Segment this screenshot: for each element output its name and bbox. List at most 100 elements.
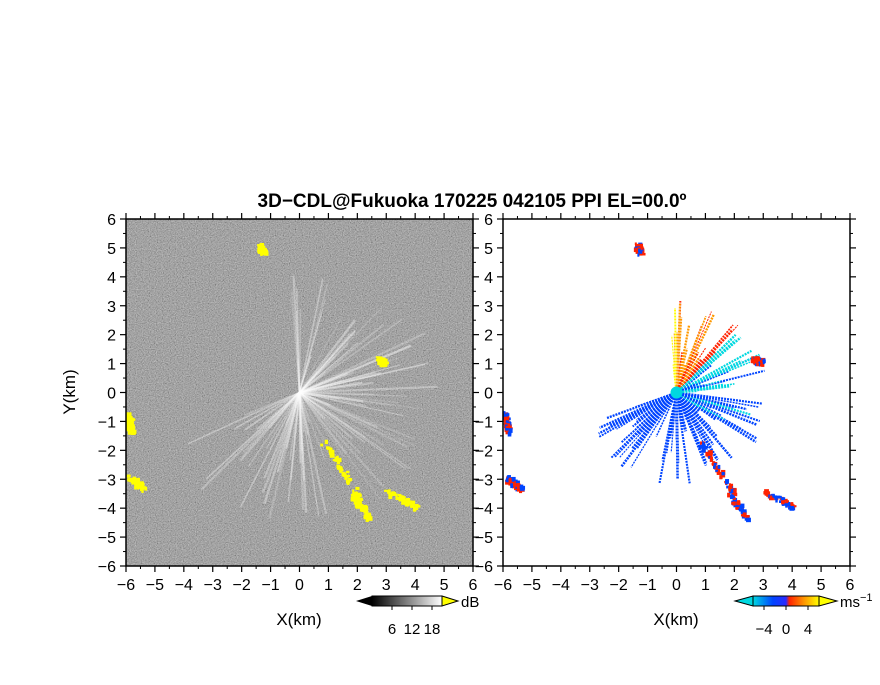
left-y-axis-label: Y(km) bbox=[60, 369, 79, 414]
velocity-unit-base: ms bbox=[840, 594, 860, 611]
echo-pixel bbox=[415, 504, 419, 507]
x-tick-label: −4 bbox=[175, 577, 193, 594]
x-tick-label: 2 bbox=[730, 577, 739, 594]
velocity-echo-pixel bbox=[729, 487, 731, 492]
right-x-axis-label: X(km) bbox=[653, 610, 698, 629]
db-colorbar-unit: dB bbox=[461, 594, 479, 611]
velocity-echo-pixel bbox=[514, 483, 517, 486]
velocity-colorbar-unit: ms−1 bbox=[840, 592, 873, 611]
x-tick-label: 5 bbox=[817, 577, 826, 594]
x-tick-label: −4 bbox=[552, 577, 570, 594]
y-tick-label: 3 bbox=[107, 299, 116, 316]
y-tick-label: 0 bbox=[107, 386, 116, 403]
y-tick-label: −1 bbox=[98, 414, 116, 431]
velocity-echo-pixel bbox=[505, 480, 507, 482]
velocity-echo-pixel bbox=[754, 356, 758, 360]
y-tick-label: 2 bbox=[107, 328, 116, 345]
echo-pixel bbox=[353, 494, 356, 497]
velocity-echo-pixel bbox=[733, 489, 736, 492]
velocity-echo-pixel bbox=[712, 463, 714, 465]
x-tick-label: 3 bbox=[759, 577, 768, 594]
velocity-echo-pixel bbox=[506, 420, 509, 422]
x-tick-label: −3 bbox=[204, 577, 222, 594]
velocity-unit-exponent: −1 bbox=[860, 592, 873, 604]
velocity-echo-pixel bbox=[775, 496, 780, 499]
velocity-echo-pixel bbox=[751, 359, 753, 362]
velocity-echo-pixel bbox=[509, 428, 513, 433]
velocity-echo-pixel bbox=[725, 482, 728, 485]
velocity-echo-pixel bbox=[722, 472, 725, 475]
radar-center bbox=[671, 387, 683, 399]
velocity-echo-pixel bbox=[702, 442, 704, 446]
velocity-echo-pixel bbox=[727, 493, 730, 498]
echo-pixel bbox=[136, 484, 139, 487]
velocity-echo-pixel bbox=[763, 491, 766, 494]
velocity-echo-pixel bbox=[718, 465, 721, 469]
y-tick-label: 4 bbox=[107, 270, 116, 287]
echo-pixel bbox=[383, 362, 387, 367]
y-tick-label: 0 bbox=[484, 386, 493, 403]
echo-pixel bbox=[325, 440, 328, 444]
velocity-echo-pixel bbox=[775, 499, 777, 503]
echo-pixel bbox=[138, 485, 143, 489]
echo-pixel bbox=[351, 497, 354, 502]
x-tick-label: −2 bbox=[610, 577, 628, 594]
y-tick-label: −3 bbox=[475, 472, 493, 489]
db-colorbar-left-arrow bbox=[356, 596, 372, 606]
echo-pixel bbox=[384, 490, 389, 492]
x-tick-label: 1 bbox=[324, 577, 333, 594]
y-tick-label: −2 bbox=[98, 443, 116, 460]
x-tick-label: 4 bbox=[788, 577, 797, 594]
echo-pixel bbox=[413, 507, 416, 512]
reflectivity-ray bbox=[300, 309, 301, 393]
y-tick-label: −4 bbox=[475, 501, 493, 518]
y-tick-label: 2 bbox=[484, 328, 493, 345]
echo-pixel bbox=[127, 474, 131, 477]
colorbar-tick-label: 6 bbox=[388, 621, 396, 638]
x-tick-label: 4 bbox=[411, 577, 420, 594]
velocity-echo-pixel bbox=[638, 249, 641, 253]
velocity-echo-pixel bbox=[504, 417, 507, 421]
echo-pixel bbox=[132, 478, 136, 482]
x-tick-label: 0 bbox=[672, 577, 681, 594]
echo-pixel bbox=[326, 447, 330, 449]
echo-pixel bbox=[343, 474, 346, 477]
echo-pixel bbox=[130, 422, 134, 424]
y-tick-label: 5 bbox=[107, 241, 116, 258]
y-tick-label: −2 bbox=[475, 443, 493, 460]
x-tick-label: −3 bbox=[581, 577, 599, 594]
db-colorbar-gradient bbox=[372, 596, 442, 606]
y-tick-label: 6 bbox=[107, 212, 116, 229]
x-tick-label: 1 bbox=[701, 577, 710, 594]
db-colorbar-right-arrow bbox=[442, 596, 458, 606]
velocity-echo-pixel bbox=[756, 363, 759, 367]
velocity-colorbar-gradient bbox=[753, 596, 819, 606]
echo-pixel bbox=[127, 478, 130, 480]
echo-pixel bbox=[364, 509, 368, 512]
echo-pixel bbox=[346, 475, 350, 477]
y-tick-label: 3 bbox=[484, 299, 493, 316]
velocity-colorbar-right-arrow bbox=[819, 596, 837, 606]
echo-pixel bbox=[335, 457, 338, 462]
velocity-echo-pixel bbox=[732, 496, 735, 498]
y-tick-label: 4 bbox=[484, 270, 493, 287]
x-tick-label: 3 bbox=[382, 577, 391, 594]
velocity-echo-pixel bbox=[509, 478, 512, 480]
colorbar-tick-label: 4 bbox=[804, 621, 812, 638]
x-tick-label: 5 bbox=[440, 577, 449, 594]
velocity-echo-pixel bbox=[784, 503, 789, 506]
echo-pixel bbox=[127, 419, 130, 422]
echo-pixel bbox=[359, 504, 363, 506]
velocity-echo-pixel bbox=[507, 476, 510, 478]
colorbar-tick-label: 12 bbox=[404, 621, 421, 638]
x-tick-label: −6 bbox=[117, 577, 135, 594]
velocity-echo-pixel bbox=[784, 500, 786, 503]
colorbar-tick-label: −4 bbox=[755, 621, 772, 638]
y-tick-label: 6 bbox=[484, 212, 493, 229]
velocity-echo-pixel bbox=[729, 484, 733, 486]
velocity-echo-pixel bbox=[772, 494, 775, 497]
x-tick-label: −6 bbox=[494, 577, 512, 594]
